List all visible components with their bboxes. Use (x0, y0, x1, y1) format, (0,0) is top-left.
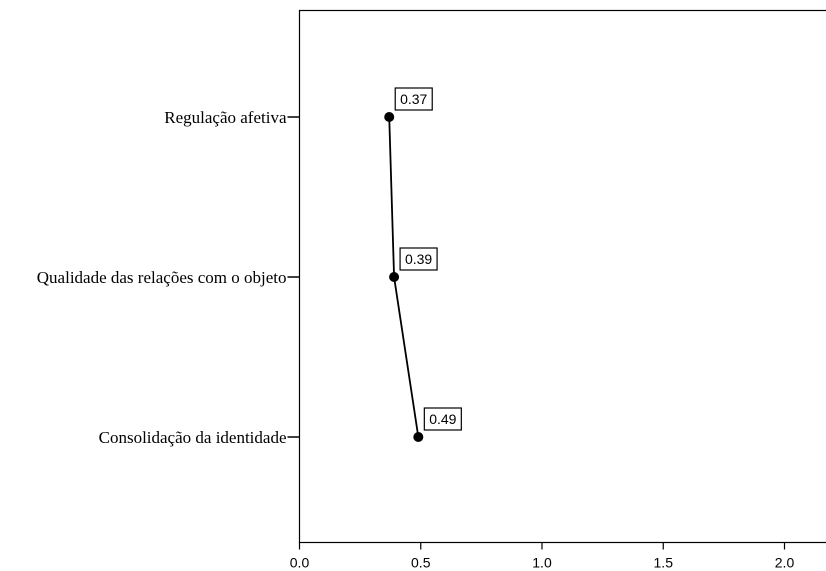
series: 0.37 0.39 0.49 (384, 87, 462, 442)
data-label: 0.39 (405, 251, 432, 267)
x-tick-label: 1.0 (532, 555, 552, 571)
data-label: 0.49 (429, 411, 456, 427)
data-label: 0.37 (400, 91, 427, 107)
y-axis: Regulação afetiva Qualidade das relações … (37, 108, 300, 447)
x-tick-label: 0.5 (411, 555, 431, 571)
data-point (413, 432, 424, 442)
y-tick-label: Regulação afetiva (164, 108, 287, 127)
data-point (384, 112, 395, 122)
y-tick-label: Qualidade das relações com o objeto (37, 268, 287, 287)
plot-frame (298, 9, 826, 544)
x-axis: 0.0 0.5 1.0 1.5 2.0 (290, 542, 795, 571)
data-point (389, 272, 400, 282)
x-tick-label: 0.0 (290, 555, 310, 571)
data-label-box (423, 407, 462, 431)
x-tick-label: 1.5 (654, 555, 674, 571)
data-label-box (394, 87, 433, 111)
y-tick-label: Consolidação da identidade (99, 428, 287, 447)
x-tick-label: 2.0 (775, 555, 795, 571)
data-label-box (399, 247, 438, 271)
